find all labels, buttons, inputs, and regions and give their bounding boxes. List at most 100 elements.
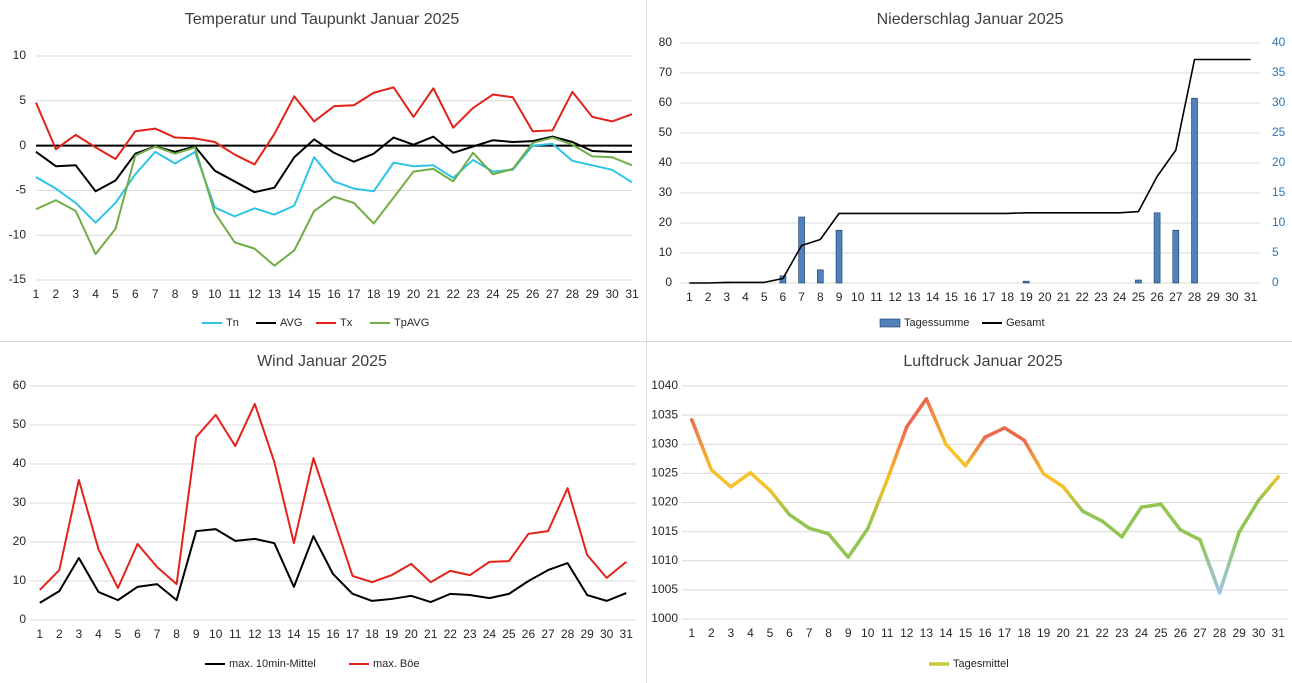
x-tick-label: 10 [861,626,875,640]
line-segment [1198,538,1222,595]
x-tick-label: 17 [347,287,361,301]
x-tick-label: 9 [836,290,843,304]
x-tick-label: 27 [546,287,560,301]
x-tick-label: 13 [268,287,282,301]
x-tick-label: 15 [307,287,321,301]
x-tick-label: 26 [522,627,536,641]
x-tick-label: 30 [600,627,614,641]
y2-tick-label: 25 [1272,125,1286,139]
bar [1135,279,1142,284]
x-tick-label: 14 [287,627,301,641]
x-tick-label: 8 [825,626,832,640]
x-tick-label: 5 [115,627,122,641]
y-tick-label: 1020 [651,495,678,509]
x-tick-label: 5 [112,287,119,301]
line-segment [983,426,1007,440]
y-tick-label: 50 [13,417,27,431]
x-tick-label: 26 [526,287,540,301]
line-segment [748,471,772,493]
line-segment [846,526,870,560]
y2-tick-label: 20 [1272,155,1286,169]
x-tick-label: 17 [982,290,996,304]
x-tick-label: 9 [192,287,199,301]
y2-tick-label: 40 [1272,35,1286,49]
line-segment [1022,438,1046,476]
y-tick-label: 1005 [651,582,678,596]
x-tick-label: 26 [1174,626,1188,640]
x-tick-label: 19 [385,627,399,641]
line-segment [944,442,968,468]
line-segment [885,425,909,482]
x-tick-label: 3 [728,626,735,640]
x-tick-label: 4 [92,287,99,301]
x-tick-label: 28 [1213,626,1227,640]
y-tick-label: 5 [19,93,26,107]
y-tick-label: 0 [19,612,26,626]
x-tick-label: 2 [705,290,712,304]
y2-tick-label: 30 [1272,95,1286,109]
x-tick-label: 28 [1188,290,1202,304]
bar [1153,212,1161,284]
x-tick-label: 11 [870,290,883,304]
x-tick-label: 29 [1207,290,1221,304]
line-series [39,528,627,604]
x-tick-label: 16 [327,287,341,301]
line-segment [807,526,831,536]
line-segment [905,397,929,429]
y-tick-label: 10 [659,245,673,259]
x-tick-label: 6 [134,627,141,641]
line-series [35,142,633,224]
line-segment [1041,472,1065,489]
y-tick-label: 0 [665,275,672,289]
x-tick-label: 19 [1019,290,1033,304]
y-tick-label: 1010 [651,553,678,567]
y-tick-label: 0 [19,138,26,152]
legend-label: max. Böe [373,658,419,670]
x-tick-label: 31 [1272,626,1286,640]
chart-title: Temperatur und Taupunkt Januar 2025 [185,11,460,28]
x-tick-label: 10 [209,627,223,641]
x-tick-label: 22 [1096,626,1110,640]
x-tick-label: 14 [288,287,302,301]
x-tick-label: 25 [1154,626,1168,640]
x-tick-label: 8 [817,290,824,304]
x-tick-label: 30 [1225,290,1239,304]
line-segment [1100,519,1124,539]
x-tick-label: 17 [998,626,1012,640]
line-segment [1237,498,1261,534]
y-tick-label: 1015 [651,524,678,538]
x-tick-label: 20 [405,627,419,641]
x-tick-label: 17 [346,627,360,641]
x-tick-label: 3 [76,627,83,641]
bar [1022,280,1030,284]
x-tick-label: 19 [387,287,401,301]
x-tick-label: 11 [229,627,242,641]
x-tick-label: 16 [963,290,977,304]
x-tick-label: 7 [152,287,159,301]
line-segment [963,435,987,468]
line-series [35,86,633,166]
y-tick-label: 50 [659,125,673,139]
x-tick-label: 14 [939,626,953,640]
x-tick-label: 16 [978,626,992,640]
x-tick-label: 7 [154,627,161,641]
y-tick-label: 20 [13,534,27,548]
x-tick-label: 30 [605,287,619,301]
y-tick-label: 30 [13,495,27,509]
bar [1172,229,1180,284]
x-tick-label: 1 [36,627,43,641]
x-tick-label: 6 [786,626,793,640]
legend-label: Tx [340,317,353,329]
line-segment [1002,426,1026,442]
x-tick-label: 1 [33,287,40,301]
y-tick-label: 80 [659,35,673,49]
x-tick-label: 13 [920,626,934,640]
x-tick-label: 21 [427,287,441,301]
x-tick-label: 21 [1057,290,1071,304]
x-tick-label: 24 [486,287,500,301]
x-tick-label: 30 [1252,626,1266,640]
x-tick-label: 31 [1244,290,1258,304]
x-tick-label: 9 [845,626,852,640]
line-series [689,58,1251,284]
x-tick-label: 16 [326,627,340,641]
